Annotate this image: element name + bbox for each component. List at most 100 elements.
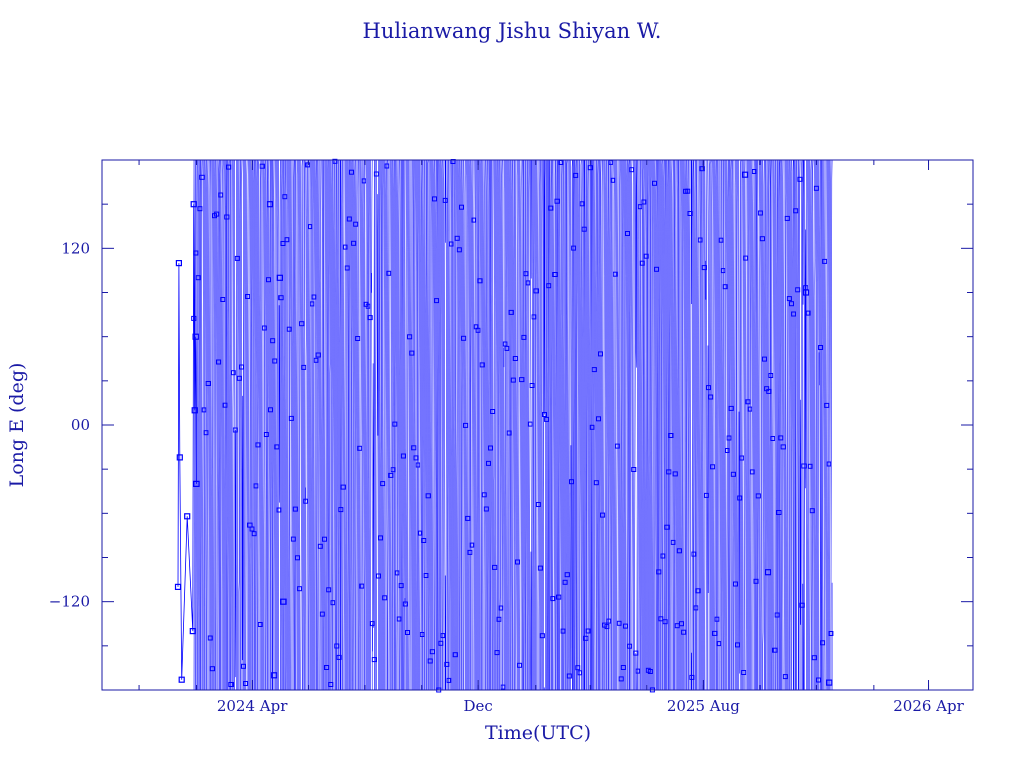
data-point	[765, 569, 772, 576]
data-point	[652, 180, 657, 186]
data-point	[633, 650, 639, 656]
data-point	[346, 216, 352, 222]
data-point	[548, 205, 554, 211]
data-point	[521, 334, 527, 340]
data-point	[755, 493, 761, 499]
data-point	[749, 469, 755, 475]
data-point	[606, 618, 612, 624]
data-point	[413, 455, 419, 461]
data-point	[703, 492, 709, 498]
data-point	[471, 217, 477, 223]
data-point	[552, 272, 558, 277]
data-point	[589, 424, 595, 430]
data-point	[376, 573, 381, 579]
data-point	[390, 467, 396, 473]
data-point	[477, 278, 483, 284]
data-point	[591, 367, 597, 373]
data-point	[276, 507, 282, 513]
data-point	[371, 657, 377, 663]
data-point	[542, 412, 547, 417]
data-point	[718, 237, 724, 243]
data-point	[336, 654, 342, 660]
data-point	[666, 469, 672, 475]
data-point	[668, 433, 674, 438]
data-point	[234, 255, 240, 261]
data-point	[276, 274, 283, 281]
data-point	[691, 551, 697, 557]
data-point	[419, 632, 425, 637]
data-point	[315, 352, 321, 358]
data-point	[816, 677, 821, 683]
data-point	[199, 174, 205, 180]
data-point	[598, 351, 603, 357]
data-point	[637, 204, 643, 210]
data-point	[297, 586, 303, 592]
data-point	[394, 570, 400, 576]
data-point	[523, 271, 529, 277]
data-point	[359, 583, 365, 589]
data-point	[587, 165, 593, 171]
data-point	[253, 483, 259, 489]
data-point	[739, 455, 745, 461]
data-point	[184, 513, 191, 520]
data-point	[216, 359, 222, 365]
data-point	[533, 288, 539, 294]
data-point	[600, 512, 606, 518]
data-point	[446, 677, 452, 683]
data-point	[728, 405, 734, 411]
data-point	[438, 640, 444, 646]
data-point	[452, 652, 458, 658]
data-point	[322, 536, 327, 542]
data-point	[753, 578, 759, 584]
data-point	[479, 362, 485, 368]
data-point	[635, 668, 641, 674]
data-point	[722, 284, 728, 290]
data-point	[241, 663, 246, 669]
data-point	[266, 201, 273, 208]
data-point	[220, 297, 226, 302]
data-point	[627, 643, 633, 649]
data-point	[805, 310, 811, 316]
y-tick-label: 120	[61, 239, 90, 257]
data-point	[378, 535, 383, 541]
data-point	[405, 630, 410, 635]
data-point	[226, 164, 232, 170]
data-point	[826, 679, 833, 686]
data-point	[425, 493, 431, 499]
data-point	[481, 492, 487, 498]
data-point	[284, 237, 290, 243]
data-point	[716, 641, 722, 647]
data-point	[782, 674, 788, 680]
data-point	[807, 463, 813, 469]
data-point	[689, 674, 695, 680]
data-point	[766, 388, 772, 394]
data-point	[386, 270, 392, 276]
data-point	[456, 247, 462, 253]
data-point	[778, 435, 784, 441]
data-point	[355, 336, 361, 341]
data-point	[774, 612, 780, 618]
data-point	[382, 595, 388, 601]
data-point	[459, 204, 464, 210]
data-point	[517, 662, 523, 668]
data-point	[629, 167, 635, 173]
data-point	[813, 185, 819, 191]
data-point	[303, 498, 309, 504]
data-point	[280, 598, 287, 605]
data-point	[695, 588, 701, 594]
data-point	[726, 435, 732, 441]
data-point	[295, 555, 300, 561]
data-point	[672, 471, 678, 477]
data-point	[249, 526, 255, 532]
data-point	[575, 665, 581, 671]
x-tick-label: 2024 Apr	[217, 697, 288, 715]
data-point	[427, 658, 433, 664]
data-point	[539, 633, 545, 639]
data-point	[328, 682, 334, 687]
data-point	[274, 444, 280, 450]
data-point	[679, 621, 684, 627]
data-point	[803, 289, 810, 296]
data-point	[641, 199, 647, 205]
data-point	[564, 572, 570, 578]
data-point	[550, 596, 556, 602]
